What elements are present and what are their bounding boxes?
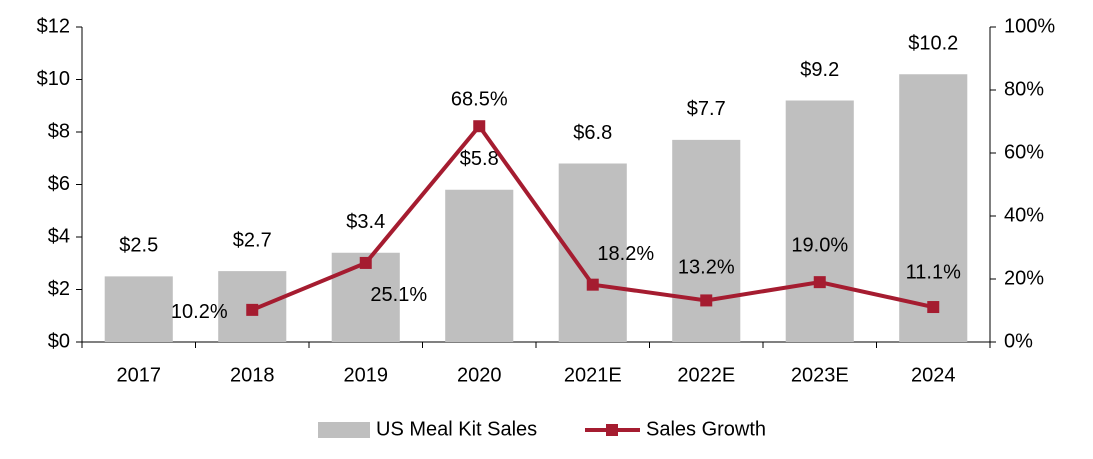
- y2-tick-label: 60%: [1004, 141, 1044, 163]
- data-label: $5.8: [460, 148, 499, 170]
- x-tick-label: 2019: [344, 364, 389, 386]
- y-tick-label: $10: [37, 68, 70, 90]
- y2-tick-label: 20%: [1004, 267, 1044, 289]
- line-marker: [359, 256, 372, 269]
- data-label: 11.1%: [906, 261, 961, 283]
- line-marker: [813, 276, 826, 289]
- data-label: $6.8: [573, 122, 612, 144]
- line-marker: [700, 294, 713, 307]
- x-tick-label: 2023E: [791, 364, 849, 386]
- x-tick-label: 2017: [117, 364, 162, 386]
- data-label: 10.2%: [171, 301, 228, 323]
- data-label: $7.7: [687, 98, 726, 120]
- data-label: 13.2%: [678, 257, 735, 279]
- bar: [445, 189, 514, 342]
- legend-swatch: [318, 422, 370, 438]
- line-marker: [473, 120, 486, 133]
- y2-tick-label: 100%: [1004, 15, 1055, 37]
- data-label: 68.5%: [451, 89, 508, 111]
- data-label: $9.2: [800, 59, 839, 81]
- y2-tick-label: 0%: [1004, 330, 1033, 352]
- bar: [899, 74, 968, 342]
- line-marker: [246, 303, 259, 316]
- legend-label: US Meal Kit Sales: [376, 418, 537, 440]
- x-tick-label: 2021E: [564, 364, 622, 386]
- y-tick-label: $2: [48, 278, 70, 300]
- bar: [672, 139, 741, 342]
- data-label: $3.4: [346, 211, 385, 233]
- legend-swatch: [606, 424, 618, 436]
- data-label: $2.5: [119, 235, 158, 257]
- y-tick-label: $8: [48, 120, 70, 142]
- bar: [785, 100, 854, 342]
- bar: [104, 276, 173, 342]
- y-tick-label: $12: [37, 15, 70, 37]
- x-tick-label: 2024: [911, 364, 956, 386]
- y2-tick-label: 80%: [1004, 78, 1044, 100]
- y-tick-label: $4: [48, 225, 70, 247]
- line-marker: [927, 301, 940, 314]
- y-tick-label: $0: [48, 330, 70, 352]
- x-tick-label: 2020: [457, 364, 502, 386]
- y-tick-label: $6: [48, 173, 70, 195]
- data-label: $10.2: [908, 33, 958, 55]
- data-label: 18.2%: [597, 243, 654, 265]
- legend-label: Sales Growth: [646, 418, 766, 440]
- x-tick-label: 2022E: [677, 364, 735, 386]
- y2-tick-label: 40%: [1004, 204, 1044, 226]
- x-tick-label: 2018: [230, 364, 275, 386]
- data-label: 19.0%: [791, 234, 848, 256]
- data-label: 25.1%: [370, 284, 427, 306]
- data-label: $2.7: [233, 229, 272, 251]
- line-marker: [586, 278, 599, 291]
